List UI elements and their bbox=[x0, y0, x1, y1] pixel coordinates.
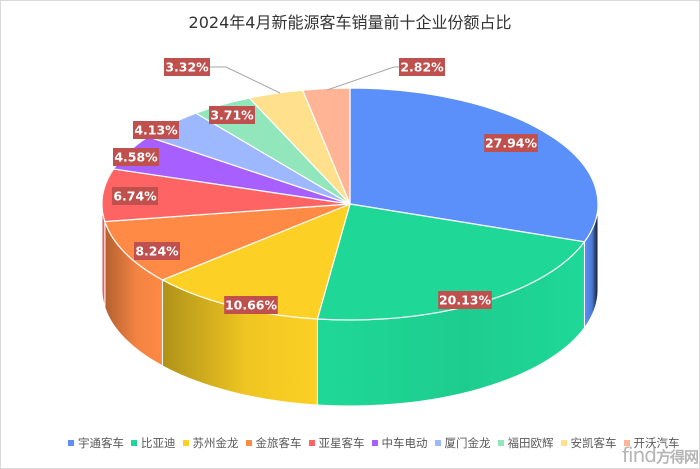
legend-label: 比亚迪 bbox=[141, 436, 176, 450]
svg-text:4.58%: 4.58% bbox=[114, 150, 158, 165]
legend-swatch-icon bbox=[371, 440, 378, 446]
data-label: 27.94% bbox=[484, 134, 538, 152]
legend-swatch-icon bbox=[308, 440, 315, 446]
data-label: 6.74% bbox=[112, 187, 158, 205]
legend-label: 苏州金龙 bbox=[192, 436, 239, 450]
legend-swatch-icon bbox=[245, 440, 252, 446]
legend-item[interactable]: 中车电动 bbox=[371, 435, 428, 451]
data-label: 20.13% bbox=[438, 291, 492, 309]
legend-label: 开沃汽车 bbox=[633, 436, 680, 450]
legend-swatch-icon bbox=[68, 440, 74, 446]
chart-title: 2024年4月新能源客车销量前十企业份额占比 bbox=[188, 13, 512, 32]
legend-item[interactable]: 开沃汽车 bbox=[623, 435, 680, 451]
legend-label: 亚星客车 bbox=[318, 436, 365, 450]
svg-text:3.71%: 3.71% bbox=[210, 108, 254, 123]
legend-item[interactable]: 宇通客车 bbox=[68, 435, 124, 451]
svg-text:8.24%: 8.24% bbox=[135, 244, 179, 259]
legend-swatch-icon bbox=[131, 440, 137, 446]
svg-text:6.74%: 6.74% bbox=[113, 189, 157, 204]
legend-item[interactable]: 金旅客车 bbox=[245, 435, 302, 451]
legend: 宇通客车 比亚迪 苏州金龙 金旅客车 亚星客车 中车电动 厦门金龙 福田欧辉 安… bbox=[68, 435, 687, 451]
legend-label: 厦门金龙 bbox=[444, 436, 491, 450]
data-label: 2.82% bbox=[399, 58, 445, 76]
legend-swatch-icon bbox=[497, 440, 504, 446]
svg-text:10.66%: 10.66% bbox=[225, 298, 278, 313]
watermark-cn: 方得网 bbox=[655, 448, 699, 466]
svg-text:3.32%: 3.32% bbox=[165, 60, 209, 75]
svg-text:27.94%: 27.94% bbox=[485, 136, 538, 151]
svg-text:2.82%: 2.82% bbox=[400, 60, 444, 75]
legend-label: 福田欧辉 bbox=[507, 436, 554, 450]
legend-label: 中车电动 bbox=[381, 436, 428, 450]
legend-swatch-icon bbox=[623, 440, 630, 446]
legend-item[interactable]: 厦门金龙 bbox=[434, 435, 491, 451]
legend-swatch-icon bbox=[560, 440, 567, 446]
watermark-latin: find bbox=[622, 443, 657, 467]
legend-label: 宇通客车 bbox=[78, 436, 124, 450]
svg-text:4.13%: 4.13% bbox=[134, 123, 178, 138]
legend-label: 金旅客车 bbox=[255, 436, 302, 450]
legend-item[interactable]: 福田欧辉 bbox=[497, 435, 554, 451]
legend-item[interactable]: 比亚迪 bbox=[131, 435, 176, 451]
pie-slice[interactable] bbox=[302, 87, 351, 205]
pie-slice[interactable] bbox=[104, 203, 351, 281]
data-label: 4.58% bbox=[113, 148, 159, 166]
data-label: 10.66% bbox=[224, 296, 278, 314]
legend-item[interactable]: 亚星客车 bbox=[308, 435, 365, 451]
svg-text:20.13%: 20.13% bbox=[439, 293, 492, 308]
pie-slice[interactable] bbox=[101, 168, 351, 223]
data-label: 3.32% bbox=[164, 58, 210, 76]
legend-swatch-icon bbox=[434, 440, 441, 446]
pie-slice[interactable] bbox=[349, 87, 599, 243]
legend-item[interactable]: 苏州金龙 bbox=[182, 435, 239, 451]
watermark-logo: find方得网 bbox=[622, 443, 699, 467]
data-labels: 27.94% 20.13% 10.66% 8.24% 6.74% 4.58% 4.13% 3.… bbox=[112, 58, 538, 314]
data-label: 8.24% bbox=[134, 242, 180, 260]
legend-item[interactable]: 安凯客车 bbox=[560, 435, 617, 451]
legend-label: 安凯客车 bbox=[570, 436, 617, 450]
data-label: 3.71% bbox=[209, 106, 255, 124]
pie-top-slices bbox=[101, 87, 599, 321]
legend-swatch-icon bbox=[182, 440, 189, 446]
data-label: 4.13% bbox=[133, 121, 179, 139]
